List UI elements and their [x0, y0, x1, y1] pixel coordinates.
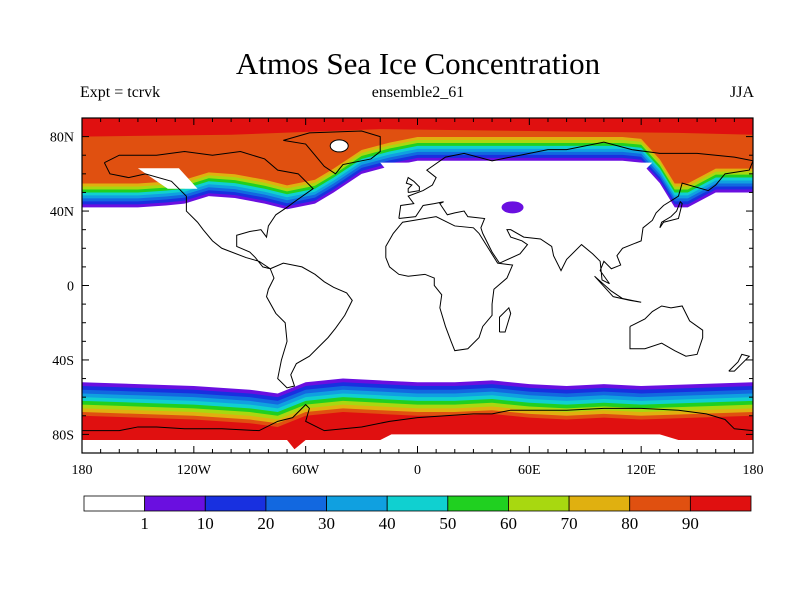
north-america-coast	[103, 150, 314, 270]
colorbar-swatch	[447, 495, 509, 512]
colorbar-swatch	[689, 495, 752, 512]
y-tick-label: 40S	[52, 354, 74, 369]
colorbar-swatch	[204, 495, 267, 512]
chart-title: Atmos Sea Ice Concentration	[235, 46, 601, 81]
open-water	[622, 162, 653, 174]
y-tick-label: 40N	[50, 205, 74, 220]
colorbar-label: 60	[500, 514, 517, 533]
greenland-hole	[329, 139, 349, 153]
ensemble-label: ensemble2_61	[371, 84, 465, 101]
new-zealand-coast	[728, 353, 751, 372]
colorbar-swatch	[83, 495, 146, 512]
x-tick-label: 180	[72, 463, 93, 478]
colorbar-label: 70	[561, 514, 578, 533]
colorbar-swatch	[265, 495, 327, 512]
colorbar-swatch	[326, 495, 388, 512]
caspian-ice	[501, 201, 524, 214]
eurasia-coast	[398, 141, 753, 285]
colorbar-swatch	[568, 495, 631, 512]
antarctica-coast	[82, 403, 753, 453]
greenland-coast	[283, 130, 381, 175]
colorbar-label: 90	[682, 514, 699, 533]
colorbar-label: 1	[140, 514, 149, 533]
antarctic-interior	[82, 434, 753, 453]
x-tick-label: 180	[743, 463, 764, 478]
arctic-high-ice	[82, 118, 753, 137]
open-water	[380, 162, 493, 174]
y-tick-label: 80N	[50, 131, 74, 146]
x-tick-label: 0	[414, 463, 421, 478]
colorbar-label: 50	[439, 514, 456, 533]
colorbar-swatch	[144, 495, 206, 512]
x-tick-label: 60W	[292, 463, 320, 478]
japan-coast	[659, 200, 683, 229]
madagascar-coast	[499, 306, 512, 333]
africa-coast	[385, 216, 514, 352]
open-water	[137, 168, 198, 189]
x-tick-label: 60E	[518, 463, 541, 478]
experiment-label: Expt = tcrvk	[80, 84, 161, 101]
colorbar-label: 30	[318, 514, 335, 533]
uk-coast	[405, 176, 420, 193]
colorbar-swatch	[386, 495, 449, 512]
south-america-coast	[265, 262, 353, 389]
coastlines	[82, 130, 753, 453]
y-tick-label: 80S	[52, 428, 74, 443]
x-tick-label: 120W	[177, 463, 212, 478]
colorbar-label: 10	[197, 514, 214, 533]
indonesia-coast	[594, 275, 642, 303]
map-axes: 180 120W 60W 0 60E 120E 180 80N 40N 0 40S 80S	[50, 117, 764, 478]
colorbar: 1 10 20 30 40 50 60 70 80 90	[83, 495, 752, 533]
y-tick-label: 0	[67, 280, 74, 295]
colorbar-swatch	[508, 495, 570, 512]
colorbar-label: 80	[621, 514, 638, 533]
north-ice-band	[82, 118, 753, 186]
australia-coast	[629, 305, 704, 357]
colorbar-swatch	[629, 495, 691, 512]
colorbar-label: 20	[257, 514, 274, 533]
season-label: JJA	[729, 84, 754, 101]
ice-concentration-field	[82, 118, 753, 453]
colorbar-label: 40	[379, 514, 396, 533]
x-tick-label: 120E	[626, 463, 656, 478]
